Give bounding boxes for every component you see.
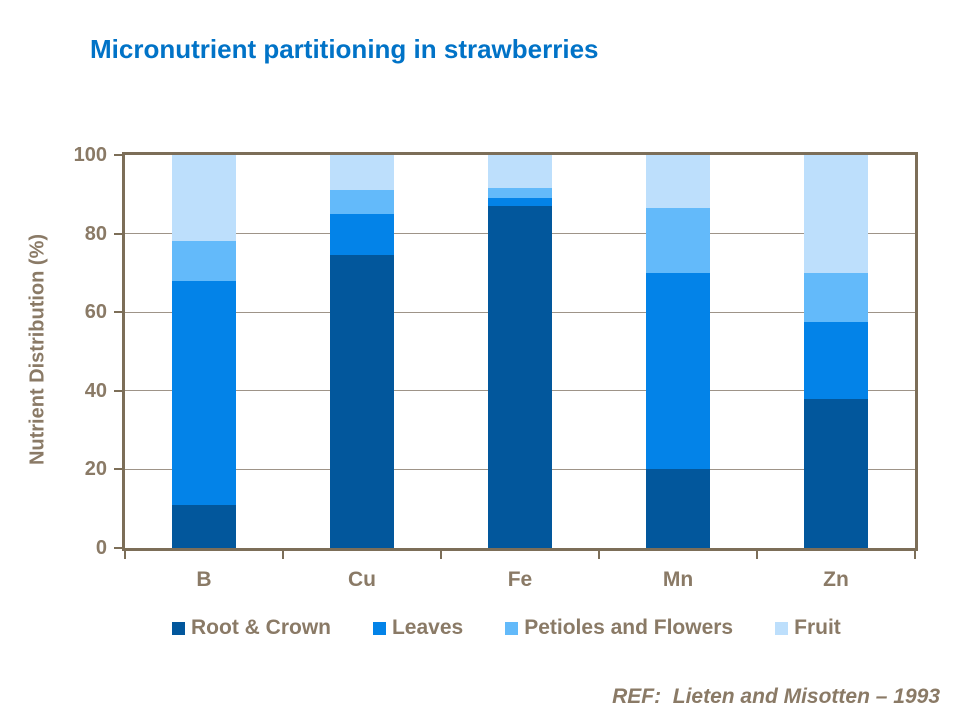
legend-item: Fruit [775,616,841,640]
bar-segment-B-leaves [172,280,236,505]
legend-item: Root & Crown [172,616,331,640]
bar-segment-Cu-root-crown [330,255,394,548]
bar-segment-B-petioles-and-flowers [172,241,236,281]
bar-segment-Cu-fruit [330,155,394,191]
plot-area [122,152,918,551]
bar-Zn [804,155,868,548]
y-tick-mark [114,547,122,549]
legend-swatch-icon [505,621,519,635]
x-tick-mark [914,551,916,559]
legend-swatch-icon [775,621,789,635]
bar-segment-Fe-root-crown [488,206,552,548]
bar-Fe [488,155,552,548]
y-tick-label: 100 [73,144,107,166]
y-tick-mark [114,232,122,235]
legend-label: Fruit [794,616,841,639]
bar-segment-Fe-petioles-and-flowers [488,188,552,199]
legend-label: Leaves [391,616,464,639]
bar-segment-Zn-fruit [804,155,868,273]
bar-segment-B-root-crown [172,504,236,548]
x-tick-mark [756,551,758,559]
legend-label: Petioles and Flowers [524,616,734,639]
bar-segment-Mn-fruit [646,155,710,209]
x-category-label: Mn [662,568,694,591]
bar-Mn [646,155,710,548]
x-category-label: Cu [348,568,376,591]
x-tick-mark [598,551,600,559]
bar-B [172,155,236,548]
reference-text: REF: Lieten and Misotten – 1993 [612,685,940,708]
bar-segment-Mn-leaves [646,272,710,470]
y-tick-label: 60 [84,301,107,324]
bar-segment-Mn-petioles-and-flowers [646,208,710,273]
legend-label: Root & Crown [191,616,331,639]
x-category-label: B [196,568,212,591]
x-category-label: Zn [823,568,849,591]
legend-item: Petioles and Flowers [505,616,733,640]
bar-segment-Cu-leaves [330,213,394,256]
x-tick-mark [124,551,126,559]
x-tick-mark [282,551,284,559]
chart-title: Micronutrient partitioning in strawberri… [90,34,599,64]
y-tick-mark [114,468,122,471]
y-tick-label: 20 [84,458,107,481]
y-tick-label: 80 [84,222,107,245]
y-tick-mark [114,389,122,392]
y-tick-mark [114,154,122,156]
bar-segment-Fe-fruit [488,155,552,189]
legend-item: Leaves [372,616,464,640]
x-tick-mark [440,551,442,559]
y-tick-label: 0 [95,537,107,559]
bar-segment-B-fruit [172,155,236,242]
bar-segment-Zn-petioles-and-flowers [804,272,868,323]
legend-swatch-icon [372,621,386,635]
y-tick-mark [114,311,122,314]
bar-Cu [330,155,394,548]
bar-segment-Zn-root-crown [804,398,868,548]
bar-segment-Cu-petioles-and-flowers [330,190,394,214]
bar-segment-Zn-leaves [804,322,868,399]
legend-swatch-icon [172,621,185,635]
bar-segment-Mn-root-crown [646,469,710,548]
y-tick-label: 40 [84,379,107,402]
x-category-label: Fe [507,568,533,591]
bar-segment-Fe-leaves [488,198,552,207]
legend: Root & Crown Leaves Petioles and Flowers Fr… [172,616,932,640]
